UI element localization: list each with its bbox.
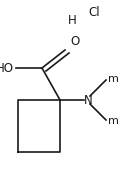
- Text: H: H: [68, 13, 76, 26]
- Text: N: N: [84, 94, 92, 106]
- Text: m: m: [108, 74, 119, 84]
- Text: m: m: [108, 116, 119, 126]
- Text: HO: HO: [0, 62, 14, 74]
- Text: Cl: Cl: [88, 6, 100, 19]
- Text: O: O: [70, 35, 79, 48]
